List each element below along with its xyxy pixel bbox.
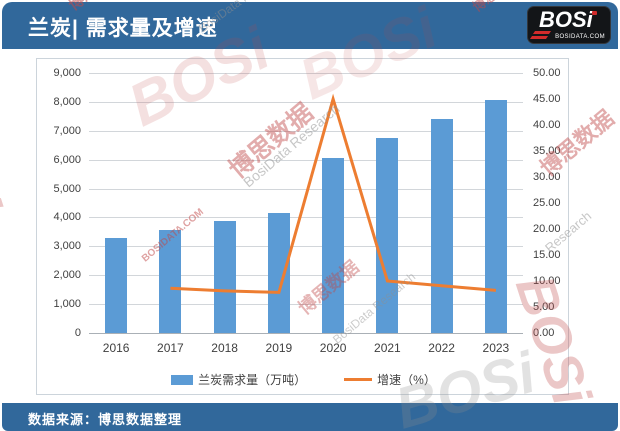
left-axis-tick: 4,000: [53, 211, 81, 224]
left-axis-tick: 2,000: [53, 269, 81, 282]
demand-bar: [322, 158, 345, 333]
demand-bar: [267, 212, 290, 333]
x-axis-label: 2023: [482, 341, 510, 355]
right-axis-tick: 10.00: [533, 275, 561, 287]
demand-bar: [105, 237, 128, 333]
legend-item: 兰炭需求量（万吨）: [171, 371, 306, 388]
page-title: 兰炭| 需求量及增速: [28, 17, 218, 40]
left-axis-tick: 1,000: [53, 298, 81, 311]
left-axis-tick: 0: [74, 327, 81, 339]
demand-bar: [484, 100, 507, 333]
gridline: [89, 73, 523, 74]
left-axis-tick: 8,000: [53, 95, 81, 108]
x-axis-label: 2021: [374, 341, 401, 355]
gridline: [89, 130, 523, 132]
demand-bar: [213, 221, 236, 333]
logo-text: BOSi: [539, 7, 593, 32]
demand-bar: [430, 119, 453, 333]
legend-bar-swatch-icon: [171, 374, 194, 385]
logo-stripe-icon: [532, 31, 552, 34]
header-bar: 兰炭| 需求量及增速 BOSi BOSIDATA.COM: [2, 2, 618, 49]
right-axis-tick: 30.00: [533, 171, 561, 183]
right-axis-tick: 15.00: [533, 249, 561, 261]
x-axis-label: 2020: [319, 341, 347, 355]
x-axis-label: 2022: [428, 341, 455, 355]
legend-label: 兰炭需求量（万吨）: [198, 373, 307, 387]
demand-bar: [376, 138, 399, 333]
growth-line: [170, 93, 497, 294]
logo-stripe-icon: [529, 36, 549, 39]
footer-bar: 数据来源：博思数据整理: [2, 403, 618, 431]
right-axis-tick: 35.00: [533, 145, 561, 157]
x-axis-label: 2018: [211, 341, 238, 355]
gridline: [89, 101, 523, 103]
left-axis-tick: 3,000: [53, 240, 81, 253]
right-axis-tick: 45.00: [533, 93, 561, 105]
left-axis-tick: 7,000: [53, 124, 81, 137]
right-axis-tick: 20.00: [533, 223, 561, 235]
gridline: [89, 275, 523, 277]
right-axis-tick: 0.00: [533, 327, 555, 339]
legend-label: 增速（%）: [377, 373, 436, 387]
legend-line-swatch-icon: [344, 378, 373, 381]
gridline: [89, 333, 523, 334]
right-axis-tick: 50.00: [533, 67, 561, 79]
x-axis-label: 2017: [157, 341, 184, 355]
legend-item: 增速（%）: [344, 371, 436, 388]
gridline: [89, 217, 523, 219]
demand-bar: [159, 230, 182, 333]
right-axis-tick: 40.00: [533, 119, 561, 131]
right-axis-tick: 25.00: [533, 197, 561, 209]
chart-container: 9,000 8,000 7,000 6,000 5,000 4,000 3,000 2,000…: [36, 58, 569, 395]
x-axis-label: 2019: [265, 341, 293, 355]
gridline: [89, 188, 523, 190]
left-axis-tick: 9,000: [53, 67, 81, 79]
logo-i-dot-icon: [592, 11, 597, 15]
legend: 兰炭需求量（万吨） 增速（%）: [37, 371, 570, 388]
gridline: [89, 246, 523, 248]
left-axis-tick: 6,000: [53, 153, 81, 166]
data-source: 数据来源：博思数据整理: [28, 412, 183, 427]
logo-domain: BOSIDATA.COM: [555, 34, 605, 40]
right-axis-tick: 5.00: [533, 301, 555, 313]
bosi-logo: BOSi BOSIDATA.COM: [527, 6, 611, 44]
left-axis-tick: 5,000: [53, 182, 81, 195]
gridline: [89, 159, 523, 161]
x-axis-label: 2016: [102, 341, 130, 355]
growth-line-layer: [170, 93, 497, 294]
watermark: BOSi: [0, 48, 15, 225]
gridline: [89, 304, 523, 306]
